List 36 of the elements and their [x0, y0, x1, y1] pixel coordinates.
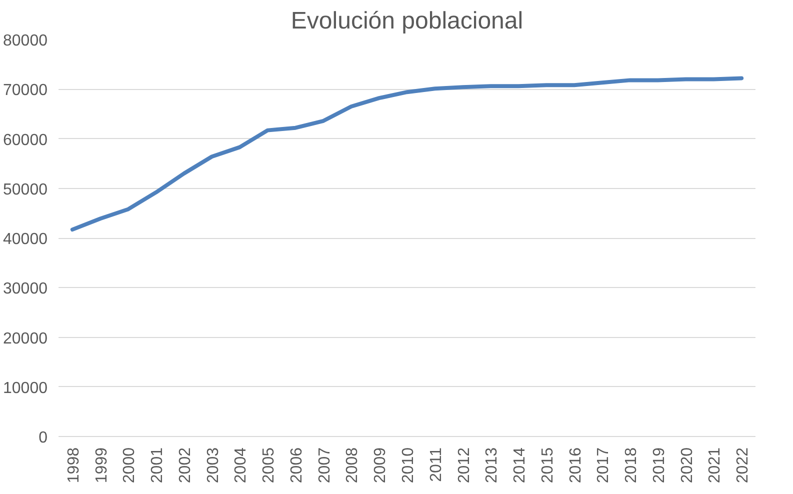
x-tick-label: 2006	[288, 447, 306, 484]
x-tick-label: 2012	[456, 447, 473, 484]
x-tick-label: 2008	[344, 447, 362, 484]
x-tick-label: 2000	[121, 447, 138, 484]
x-tick-label: 2002	[176, 447, 194, 484]
x-tick-label: 1998	[65, 447, 82, 484]
x-tick-label: 2001	[149, 447, 166, 484]
x-tick-label: 2017	[595, 447, 612, 484]
x-tick-label: 2019	[650, 447, 668, 484]
x-tick-label: 2015	[539, 447, 556, 484]
y-tick-label: 10000	[3, 380, 48, 397]
x-tick-label: 2011	[428, 447, 445, 482]
x-tick-label: 2003	[204, 447, 222, 484]
line-series	[70, 76, 744, 232]
chart-title: Evolución poblacional	[290, 8, 524, 34]
x-tick-label: 2016	[567, 447, 584, 484]
y-tick-label: 40000	[3, 231, 48, 248]
x-tick-label: 2009	[372, 447, 390, 484]
y-tick-label: 30000	[3, 280, 48, 298]
x-tick-label: 2013	[484, 447, 501, 484]
x-tick-label: 1999	[93, 447, 110, 484]
x-tick-label: 2007	[316, 447, 334, 484]
x-tick-label: 2018	[623, 447, 640, 484]
y-tick-label: 0	[38, 430, 48, 446]
y-tick-label: 50000	[3, 181, 48, 198]
x-tick-label: 2014	[512, 447, 529, 484]
y-tick-label: 20000	[3, 330, 48, 348]
x-tick-label: 2020	[678, 447, 696, 484]
y-tick-label: 60000	[3, 132, 48, 149]
x-tick-label: 2005	[260, 447, 278, 484]
x-tick-label: 2022	[734, 447, 752, 484]
y-tick-label: 70000	[3, 82, 48, 100]
x-tick-label: 2004	[232, 447, 250, 484]
y-tick-label: 80000	[3, 32, 48, 50]
x-tick-label: 2010	[400, 447, 417, 484]
x-tick-label: 2021	[706, 447, 724, 484]
